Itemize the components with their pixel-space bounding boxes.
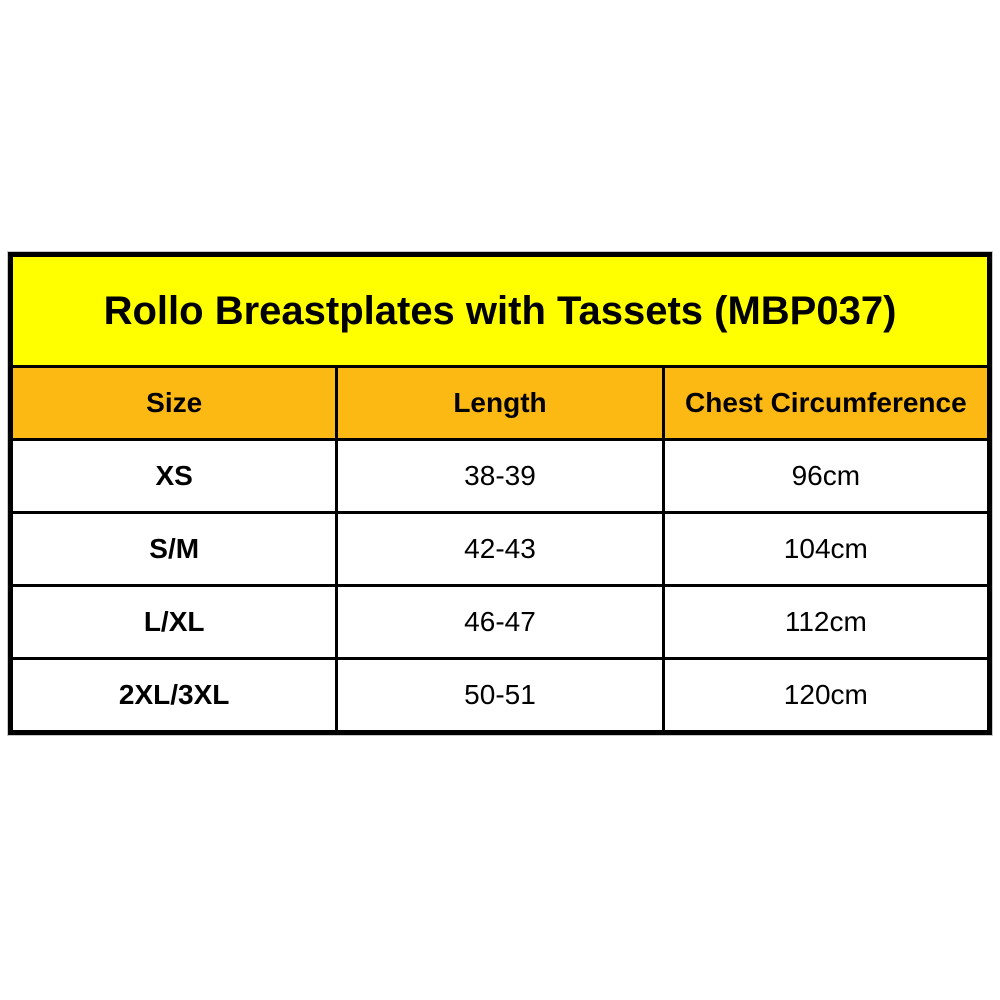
column-header-size: Size xyxy=(8,365,339,441)
length-value: 50-51 xyxy=(335,657,665,734)
chest-value: 104cm xyxy=(661,511,992,587)
length-value: 42-43 xyxy=(335,511,665,587)
size-value: XS xyxy=(8,438,339,514)
chest-value: 120cm xyxy=(661,657,992,734)
table-row-xs: XS 38-39 96cm xyxy=(8,438,992,514)
length-value: 38-39 xyxy=(335,438,665,514)
size-value: L/XL xyxy=(8,584,339,660)
chart-title: Rollo Breastplates with Tassets (MBP037) xyxy=(9,253,991,368)
chest-value: 112cm xyxy=(661,584,992,660)
size-chart-table: Rollo Breastplates with Tassets (MBP037)… xyxy=(8,252,992,735)
column-header-length: Length xyxy=(335,365,665,441)
title-row: Rollo Breastplates with Tassets (MBP037) xyxy=(9,253,991,368)
size-value: S/M xyxy=(8,511,339,587)
chest-value: 96cm xyxy=(661,438,992,514)
length-value: 46-47 xyxy=(335,584,665,660)
column-header-row: Size Length Chest Circumference xyxy=(8,365,992,441)
column-header-chest-circumference: Chest Circumference xyxy=(661,365,992,441)
size-value: 2XL/3XL xyxy=(8,657,339,734)
table-row-lxl: L/XL 46-47 112cm xyxy=(8,584,992,660)
table-row-2xl3xl: 2XL/3XL 50-51 120cm xyxy=(8,657,992,734)
table-row-sm: S/M 42-43 104cm xyxy=(8,511,992,587)
